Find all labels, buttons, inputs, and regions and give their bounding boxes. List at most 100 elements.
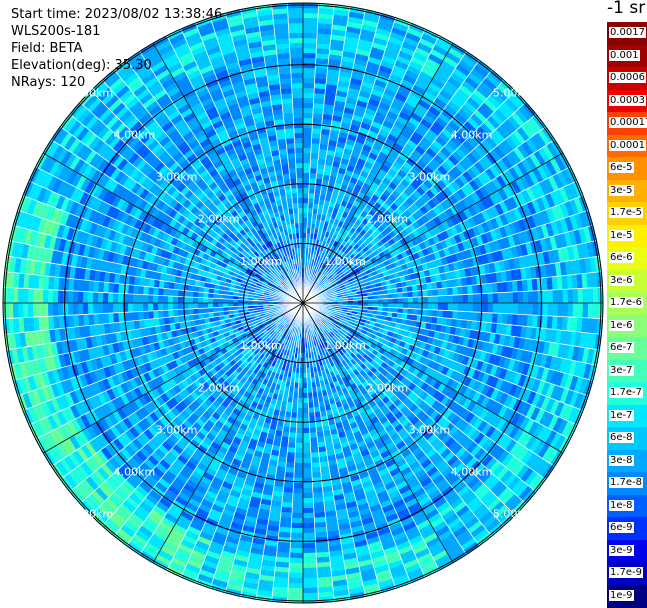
range-gate [388, 303, 393, 308]
range-gate [303, 458, 311, 463]
range-gate [558, 289, 563, 303]
range-gate [303, 103, 313, 108]
range-gate [310, 168, 317, 174]
range-gate [303, 383, 307, 388]
range-gate [483, 293, 488, 303]
range-gate [303, 133, 312, 138]
range-gate [538, 290, 543, 303]
range-gate [303, 218, 307, 223]
range-gate [537, 278, 543, 291]
range-gate [563, 303, 568, 317]
range-gate [315, 78, 327, 84]
range-gate [292, 503, 303, 508]
range-gate [309, 193, 315, 198]
range-gate [296, 428, 303, 433]
range-gate [315, 63, 328, 69]
range-gate [303, 158, 311, 163]
range-gate [448, 295, 453, 303]
range-gate [383, 299, 388, 303]
range-gate [448, 303, 453, 311]
range-gate [303, 448, 311, 453]
range-gate [313, 502, 324, 508]
range-gate [452, 287, 458, 295]
range-gate [290, 553, 303, 558]
range-gate [303, 493, 313, 498]
range-gate [303, 498, 313, 503]
range-gate [578, 288, 583, 303]
range-gate [437, 288, 443, 296]
range-gate [289, 558, 303, 563]
range-gate [436, 281, 442, 289]
range-gate [518, 291, 523, 303]
range-gate [553, 303, 558, 316]
range-gate [463, 303, 468, 312]
range-gate [403, 298, 408, 304]
range-gate [298, 398, 303, 403]
range-gate [473, 303, 478, 312]
range-gate [303, 53, 316, 58]
range-gate [277, 542, 290, 548]
range-gate [303, 403, 309, 408]
range-gate [543, 303, 548, 316]
range-gate [303, 473, 312, 478]
range-gate [281, 512, 292, 518]
range-gate [289, 427, 296, 433]
range-gate [578, 303, 583, 318]
range-gate [407, 292, 412, 298]
range-gate [303, 543, 316, 548]
range-gate [291, 533, 303, 538]
range-gate [314, 93, 325, 99]
range-gate [452, 311, 458, 319]
range-gate [517, 314, 523, 326]
range-gate [312, 128, 321, 134]
range-gate [303, 488, 313, 493]
range-gate [502, 282, 508, 293]
range-gate [319, 149, 328, 155]
range-gate [303, 468, 312, 473]
range-gate [303, 63, 316, 68]
range-gate [303, 583, 318, 588]
range-gate [527, 315, 533, 327]
range-gate [290, 538, 303, 543]
range-gate [318, 154, 326, 160]
range-gate [553, 290, 558, 303]
range-gate [315, 527, 327, 533]
range-gate [432, 310, 438, 317]
range-gate [427, 289, 433, 296]
range-gate [462, 311, 468, 320]
range-gate [314, 517, 326, 523]
range-gate [303, 23, 318, 28]
range-gate [523, 303, 528, 315]
range-gate [309, 407, 315, 412]
range-gate [463, 294, 468, 303]
range-gate [446, 318, 452, 326]
range-gate [303, 508, 314, 513]
range-gate [303, 28, 317, 33]
range-gate [443, 295, 448, 303]
range-gate [311, 148, 319, 154]
range-gate [513, 292, 518, 303]
range-gate [303, 568, 317, 573]
range-gate [312, 133, 321, 139]
range-gate [303, 503, 314, 508]
range-gate [573, 289, 578, 303]
range-gate [432, 289, 438, 296]
range-gate [303, 213, 308, 218]
range-gate [458, 303, 463, 311]
range-gate [284, 482, 294, 488]
range-gate [453, 303, 458, 311]
range-gate [451, 319, 457, 328]
range-gate [303, 483, 313, 488]
range-gate [281, 436, 289, 442]
range-gate [443, 303, 448, 311]
range-gate [303, 558, 317, 563]
range-gate [303, 58, 316, 63]
range-gate [296, 423, 303, 428]
range-gate [593, 303, 598, 318]
range-gate [303, 88, 314, 93]
range-gate [308, 198, 314, 203]
range-gate [288, 437, 296, 443]
range-gate [431, 282, 437, 290]
range-gate [447, 311, 453, 319]
